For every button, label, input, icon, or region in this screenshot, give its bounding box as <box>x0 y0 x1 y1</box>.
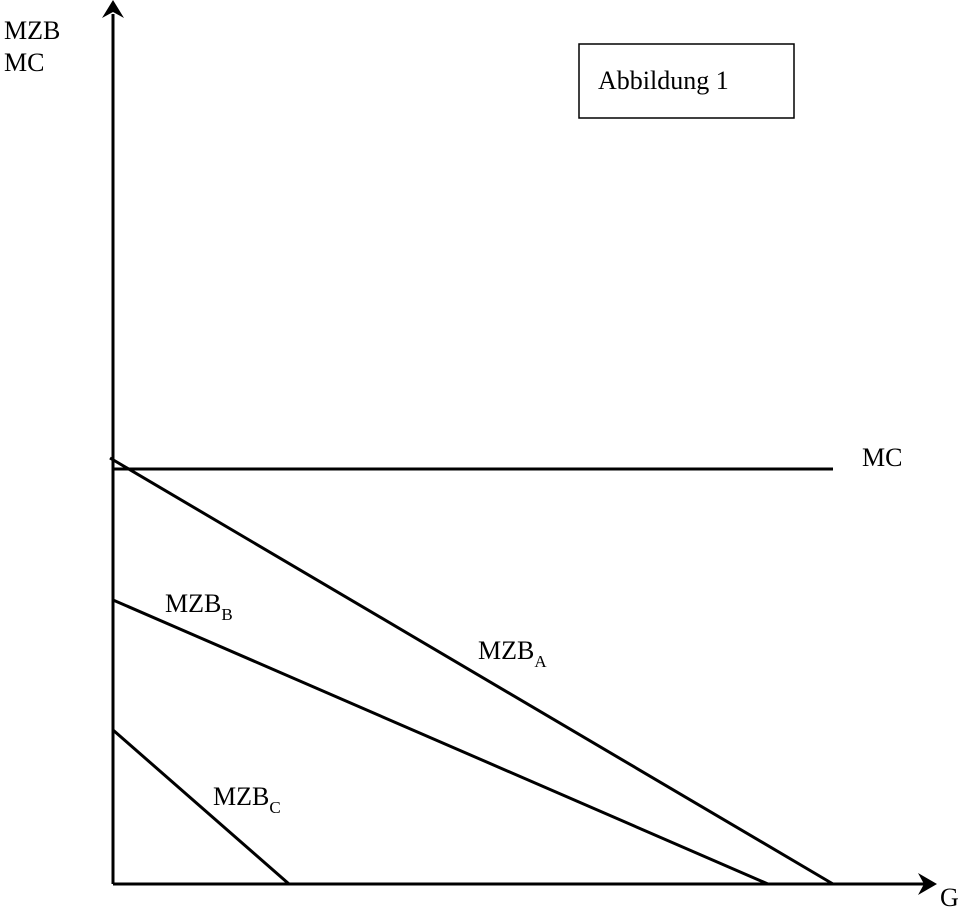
mzb-b-label-base: MZB <box>165 589 221 618</box>
y-axis-label-mzb: MZB <box>4 16 60 45</box>
figure-caption-box <box>578 43 795 119</box>
mzb-a-line <box>109 456 834 886</box>
mzb-a-label-sub: A <box>534 652 547 671</box>
mzb-c-label-sub: C <box>269 798 280 817</box>
y-axis-arrow-icon <box>102 0 124 18</box>
figure-caption: Abbildung 1 <box>598 66 729 95</box>
mzb-c-label-base: MZB <box>213 782 269 811</box>
mzb-c-label: MZBC <box>213 782 281 817</box>
mc-label: MC <box>862 443 902 472</box>
x-axis-label: G <box>940 883 959 907</box>
y-axis-label-mc: MC <box>4 48 44 77</box>
mzb-b-label-sub: B <box>221 605 232 624</box>
mzb-a-label: MZBA <box>478 636 547 671</box>
mzb-c-line <box>112 728 290 886</box>
x-axis-arrow-icon <box>918 873 937 895</box>
mzb-b-label: MZBB <box>165 589 233 624</box>
mzb-b-line <box>112 598 769 886</box>
mzb-a-label-base: MZB <box>478 636 534 665</box>
